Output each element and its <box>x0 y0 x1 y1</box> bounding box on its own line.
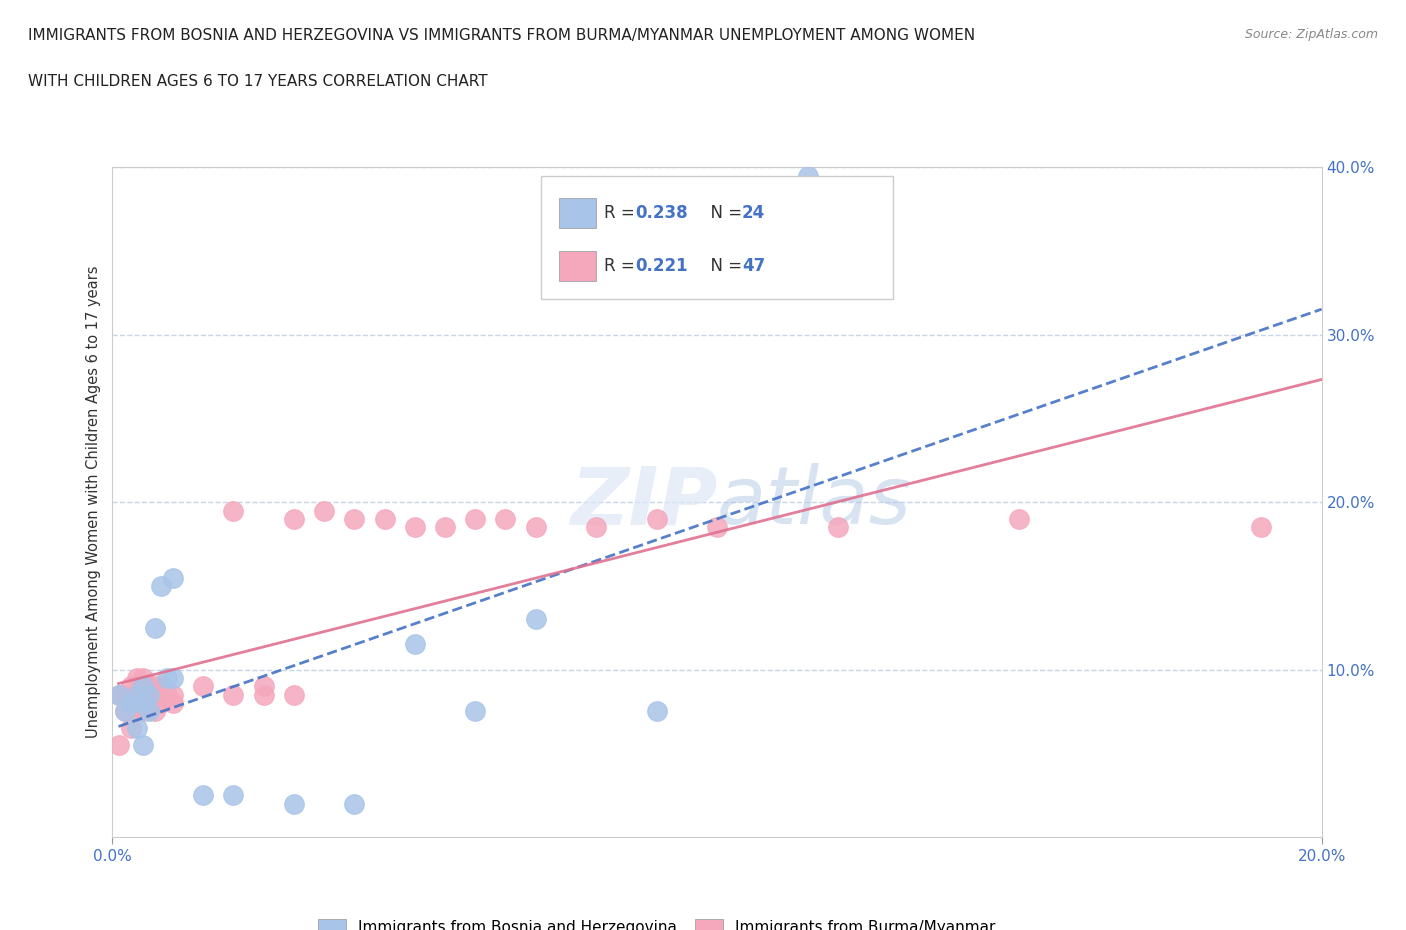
Text: 47: 47 <box>742 258 765 275</box>
Point <box>524 612 547 627</box>
Legend: Immigrants from Bosnia and Herzegovina, Immigrants from Burma/Myanmar: Immigrants from Bosnia and Herzegovina, … <box>311 911 1002 930</box>
Point <box>120 696 142 711</box>
Point <box>107 687 129 702</box>
Point <box>162 671 184 685</box>
Point <box>149 696 172 711</box>
Point <box>827 520 849 535</box>
Point <box>125 687 148 702</box>
Point <box>645 512 668 526</box>
Point <box>138 696 160 711</box>
Text: WITH CHILDREN AGES 6 TO 17 YEARS CORRELATION CHART: WITH CHILDREN AGES 6 TO 17 YEARS CORRELA… <box>28 74 488 89</box>
Text: R =: R = <box>605 258 640 275</box>
Point <box>138 687 160 702</box>
Point <box>138 687 160 702</box>
Text: 0.221: 0.221 <box>636 258 688 275</box>
Point <box>222 503 245 518</box>
Point <box>495 512 517 526</box>
Point <box>253 679 276 694</box>
Point <box>283 512 305 526</box>
Point <box>132 679 155 694</box>
Point <box>132 737 155 752</box>
Text: IMMIGRANTS FROM BOSNIA AND HERZEGOVINA VS IMMIGRANTS FROM BURMA/MYANMAR UNEMPLOY: IMMIGRANTS FROM BOSNIA AND HERZEGOVINA V… <box>28 28 976 43</box>
Point <box>222 687 245 702</box>
Text: atlas: atlas <box>717 463 912 541</box>
Point <box>143 687 166 702</box>
Point <box>404 520 426 535</box>
Point <box>125 704 148 719</box>
Point <box>156 671 179 685</box>
Point <box>132 704 155 719</box>
Point <box>114 704 136 719</box>
Point <box>283 796 305 811</box>
Point <box>107 687 129 702</box>
Point <box>132 679 155 694</box>
Point <box>149 679 172 694</box>
Text: 24: 24 <box>742 204 765 221</box>
Point <box>120 696 142 711</box>
Point <box>143 679 166 694</box>
Point <box>132 696 155 711</box>
Text: 0.238: 0.238 <box>636 204 688 221</box>
Point <box>162 570 184 585</box>
Point <box>120 721 142 736</box>
Point <box>107 737 129 752</box>
Text: ZIP: ZIP <box>569 463 717 541</box>
Point <box>343 796 366 811</box>
Point <box>464 512 486 526</box>
Point <box>125 687 148 702</box>
Point <box>191 679 214 694</box>
Point <box>645 704 668 719</box>
Point <box>222 788 245 803</box>
Point <box>120 679 142 694</box>
Point <box>314 503 336 518</box>
Point <box>343 512 366 526</box>
Point <box>706 520 728 535</box>
Point <box>156 687 179 702</box>
Y-axis label: Unemployment Among Women with Children Ages 6 to 17 years: Unemployment Among Women with Children A… <box>86 266 101 738</box>
Point <box>433 520 456 535</box>
Text: R =: R = <box>605 204 640 221</box>
Point <box>125 721 148 736</box>
Text: N =: N = <box>700 258 747 275</box>
Text: N =: N = <box>700 204 747 221</box>
Point <box>253 687 276 702</box>
Point <box>132 687 155 702</box>
Point <box>1008 512 1031 526</box>
Point <box>132 696 155 711</box>
Point <box>283 687 305 702</box>
Point <box>125 671 148 685</box>
Point <box>138 679 160 694</box>
Text: Source: ZipAtlas.com: Source: ZipAtlas.com <box>1244 28 1378 41</box>
Point <box>143 620 166 635</box>
Point <box>114 687 136 702</box>
Point <box>585 520 607 535</box>
Point <box>143 704 166 719</box>
Point <box>191 788 214 803</box>
Point <box>404 637 426 652</box>
Point <box>149 578 172 593</box>
Point <box>162 687 184 702</box>
Point <box>796 168 818 183</box>
Point <box>524 520 547 535</box>
Point <box>114 704 136 719</box>
Point <box>132 671 155 685</box>
Point <box>374 512 396 526</box>
Point <box>138 704 160 719</box>
Point <box>464 704 486 719</box>
Point <box>1250 520 1272 535</box>
Point <box>162 696 184 711</box>
